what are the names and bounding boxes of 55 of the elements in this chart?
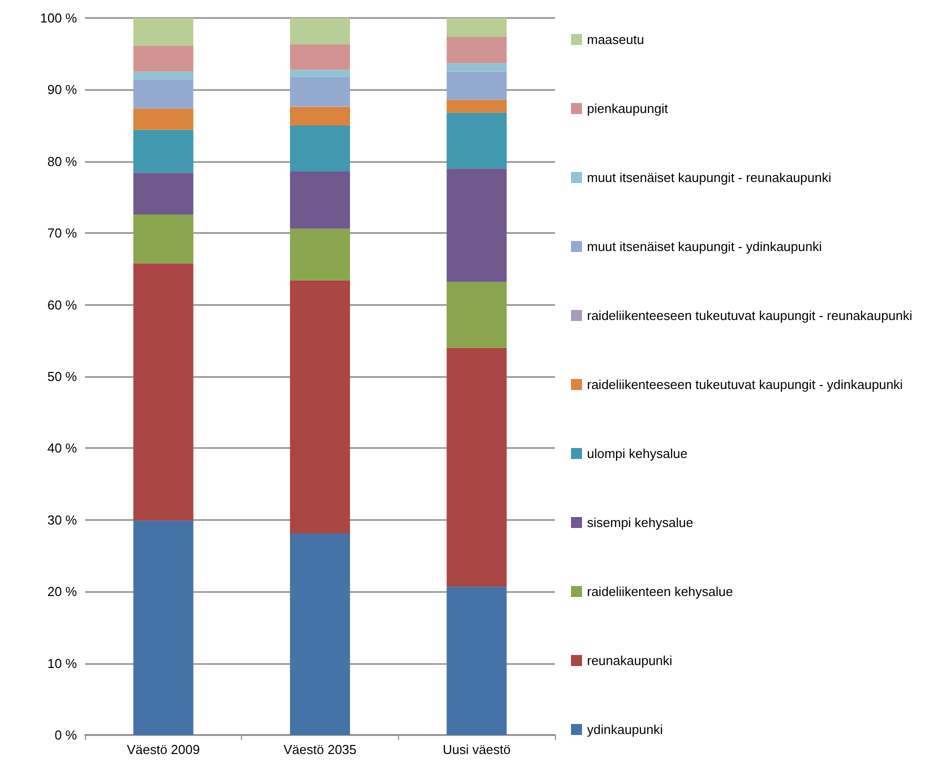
y-tick-label: 50 % bbox=[47, 369, 78, 384]
bar bbox=[290, 106, 350, 126]
legend-label: muut itsenäiset kaupungit - ydinkaupunki bbox=[587, 239, 822, 254]
x-tick-label: Uusi väestö bbox=[442, 742, 511, 757]
bar bbox=[133, 80, 194, 108]
legend-label: maaseutu bbox=[587, 32, 644, 47]
bar bbox=[133, 72, 194, 80]
bar bbox=[446, 36, 507, 64]
x-tick-label: Väestö 2035 bbox=[283, 742, 357, 757]
bar bbox=[290, 18, 350, 45]
bar bbox=[446, 168, 507, 282]
bar bbox=[446, 63, 507, 72]
legend-label: raideliikenteeseen tukeutuvat kaupungit - ydinkaupunki bbox=[587, 377, 903, 392]
bar bbox=[290, 534, 350, 735]
bar bbox=[133, 18, 194, 46]
legend-label: raideliikenteeseen tukeutuvat kaupungit - reunakaupunki bbox=[587, 308, 912, 323]
bar bbox=[133, 263, 194, 521]
bar bbox=[133, 520, 194, 735]
bar bbox=[290, 228, 350, 280]
bar bbox=[446, 282, 507, 348]
bar bbox=[133, 214, 194, 264]
y-tick-label: 20 % bbox=[47, 584, 78, 600]
bar bbox=[290, 280, 350, 534]
bar bbox=[290, 70, 350, 78]
bar bbox=[290, 78, 350, 106]
legend-label: reunakaupunki bbox=[587, 653, 672, 668]
legend-label: raideliikenteen kehysalue bbox=[587, 584, 733, 599]
bar bbox=[133, 172, 194, 214]
legend-label: ydinkaupunki bbox=[587, 722, 663, 737]
y-tick-label: 90 % bbox=[47, 82, 78, 98]
bar bbox=[446, 112, 507, 169]
y-tick-label: 30 % bbox=[47, 512, 78, 528]
y-tick-label: 80 % bbox=[47, 154, 78, 169]
bar bbox=[290, 44, 350, 70]
legend-label: sisempi kehysalue bbox=[587, 515, 694, 530]
y-tick-label: 70 % bbox=[47, 226, 78, 241]
bar bbox=[446, 586, 507, 735]
legend-label: muut itsenäiset kaupungit - reunakaupunki bbox=[587, 170, 832, 185]
y-tick-label: 100 % bbox=[40, 10, 78, 26]
x-tick-label: Väestö 2009 bbox=[126, 742, 200, 757]
bar bbox=[133, 46, 194, 72]
bar bbox=[290, 171, 350, 229]
legend-label: ulompi kehysalue bbox=[587, 446, 688, 461]
y-tick-label: 40 % bbox=[47, 440, 78, 456]
bar bbox=[446, 18, 507, 37]
y-tick-label: 10 % bbox=[47, 656, 78, 671]
bar bbox=[133, 130, 194, 173]
bar bbox=[446, 72, 507, 100]
y-tick-label: 60 % bbox=[47, 297, 78, 312]
bar bbox=[446, 100, 507, 113]
y-tick-label: 0 % bbox=[54, 728, 78, 742]
bar bbox=[133, 109, 194, 130]
legend-label: pienkaupungit bbox=[587, 101, 668, 116]
bar bbox=[290, 126, 350, 172]
bar bbox=[446, 348, 507, 587]
